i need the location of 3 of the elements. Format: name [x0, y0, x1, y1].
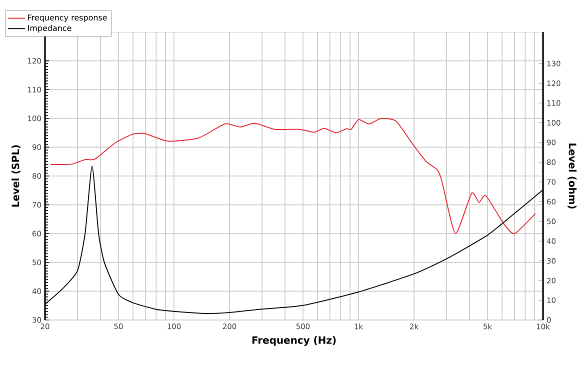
y-axis-title: Level (SPL)	[11, 145, 20, 207]
x-axis-title: Frequency (Hz)	[252, 336, 336, 346]
y2-axis-title: Level (ohm)	[568, 144, 577, 208]
